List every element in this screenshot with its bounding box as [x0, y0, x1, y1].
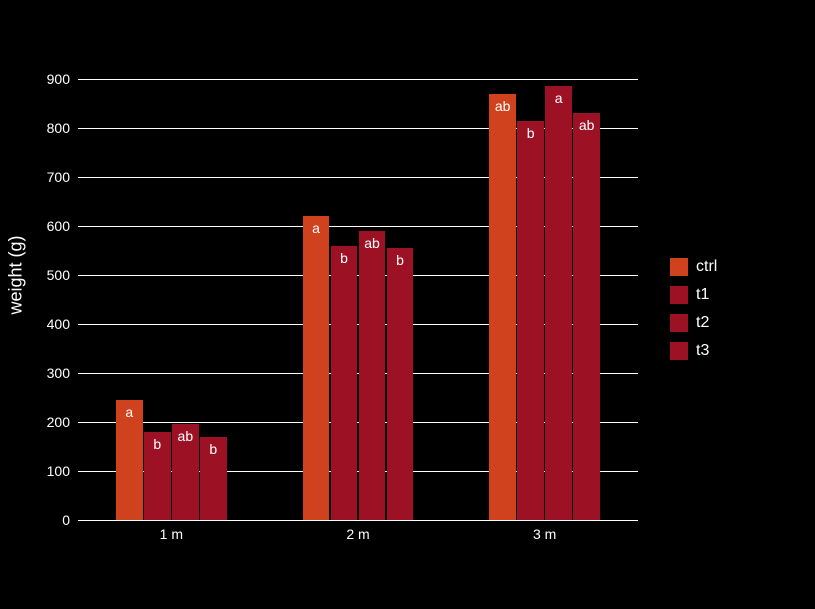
x-tick-label: 2 m	[346, 526, 369, 542]
legend: ctrl t1 t2 t3	[670, 258, 717, 370]
legend-item: t3	[670, 342, 717, 360]
x-tick-label: 1 m	[160, 526, 183, 542]
x-tick-label: 3 m	[533, 526, 556, 542]
legend-swatch	[670, 286, 688, 304]
bar-value-label: b	[527, 125, 535, 141]
bar: b	[517, 121, 544, 520]
y-axis-title: weight (g)	[6, 235, 27, 314]
bar: b	[331, 246, 358, 520]
legend-swatch	[670, 258, 688, 276]
bar-value-label: a	[125, 404, 133, 420]
y-tick-label: 600	[47, 218, 70, 234]
bar: ab	[489, 94, 516, 520]
bar: ab	[359, 231, 386, 520]
y-tick-label: 400	[47, 316, 70, 332]
bar-value-label: ab	[178, 428, 194, 444]
legend-item: t2	[670, 314, 717, 332]
legend-label: ctrl	[696, 258, 717, 276]
bar: a	[303, 216, 330, 520]
gridline	[78, 79, 638, 80]
bar-value-label: ab	[579, 117, 595, 133]
y-tick-label: 100	[47, 463, 70, 479]
y-tick-label: 500	[47, 267, 70, 283]
y-tick-label: 700	[47, 169, 70, 185]
chart-container: weight (g) 0 100 200 300 400 500 600 700 800 900 1…	[0, 0, 815, 609]
legend-item: ctrl	[670, 258, 717, 276]
legend-swatch	[670, 314, 688, 332]
bar-value-label: a	[312, 220, 320, 236]
y-tick-label: 0	[62, 512, 70, 528]
y-tick-label: 900	[47, 71, 70, 87]
bar-value-label: ab	[364, 235, 380, 251]
plot-area: 01002003004005006007008009001 mababb2 ma…	[78, 30, 638, 520]
bar-value-label: b	[209, 441, 217, 457]
legend-label: t3	[696, 342, 709, 360]
bar-value-label: ab	[495, 98, 511, 114]
gridline	[78, 520, 638, 521]
bar: b	[144, 432, 171, 520]
bar: b	[200, 437, 227, 520]
bar-value-label: a	[555, 90, 563, 106]
bar-value-label: b	[396, 252, 404, 268]
y-tick-label: 200	[47, 414, 70, 430]
y-tick-label: 300	[47, 365, 70, 381]
legend-item: t1	[670, 286, 717, 304]
legend-label: t1	[696, 286, 709, 304]
bar: ab	[172, 424, 199, 520]
bar-value-label: b	[153, 436, 161, 452]
bar: b	[387, 248, 414, 520]
y-tick-label: 800	[47, 120, 70, 136]
bar-value-label: b	[340, 250, 348, 266]
bar: ab	[573, 113, 600, 520]
bar: a	[116, 400, 143, 520]
bar: a	[545, 86, 572, 520]
legend-label: t2	[696, 314, 709, 332]
legend-swatch	[670, 342, 688, 360]
